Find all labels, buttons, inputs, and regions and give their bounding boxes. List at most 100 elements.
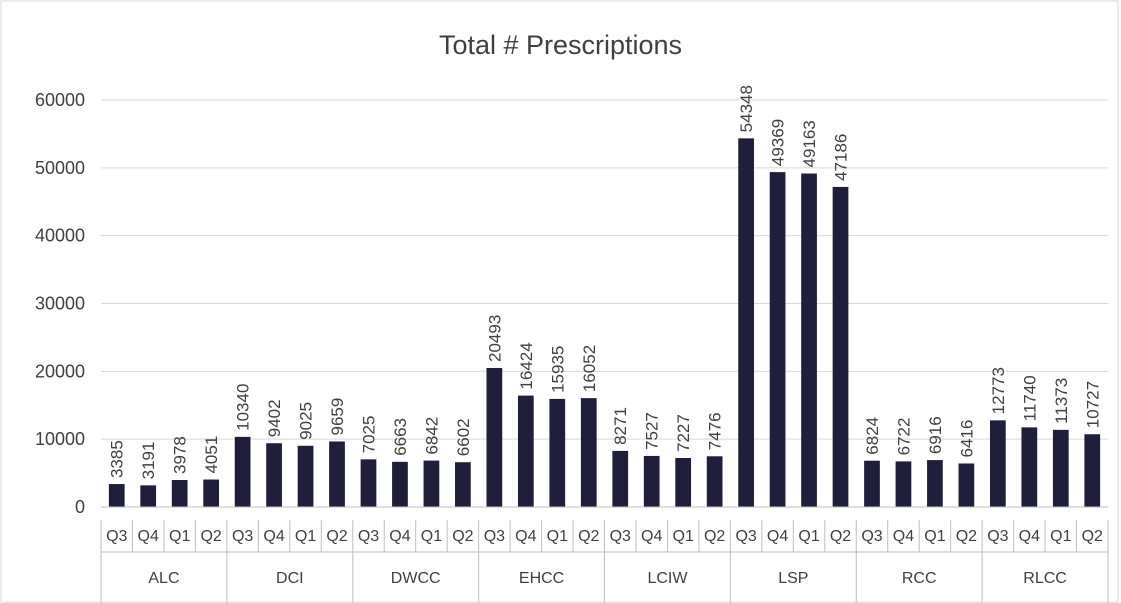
bar: [329, 441, 345, 507]
bar: [360, 459, 377, 507]
y-tick-label: 20000: [35, 361, 85, 381]
data-label: 9402: [265, 399, 284, 437]
bar: [738, 138, 754, 507]
x-group-label: EHCC: [519, 570, 564, 587]
data-label: 16424: [517, 342, 536, 389]
x-group-label: RCC: [902, 570, 937, 587]
data-label: 11373: [1052, 378, 1071, 424]
data-label: 9025: [297, 402, 316, 440]
bar: [234, 436, 251, 507]
data-label: 8271: [611, 407, 630, 445]
bar: [1084, 434, 1101, 507]
data-label: 3978: [171, 436, 190, 474]
x-quarter-label: Q2: [200, 528, 221, 545]
x-quarter-label: Q1: [798, 528, 819, 545]
data-label: 9659: [328, 398, 347, 436]
x-quarter-label: Q2: [326, 528, 347, 545]
x-quarter-label: Q3: [610, 528, 631, 545]
bar: [140, 485, 157, 507]
x-quarter-label: Q1: [924, 528, 945, 545]
bar: [580, 398, 597, 507]
x-quarter-label: Q1: [421, 528, 442, 545]
bar: [643, 455, 660, 507]
x-quarter-label: Q4: [893, 528, 914, 545]
bar: [801, 173, 817, 507]
y-tick-label: 0: [75, 497, 85, 517]
x-quarter-label: Q4: [1019, 528, 1040, 545]
y-tick-label: 40000: [35, 226, 85, 246]
data-label: 54348: [737, 85, 756, 132]
bar: [864, 460, 880, 507]
y-tick-label: 10000: [35, 429, 85, 449]
bar: [392, 461, 408, 507]
gridlines: [101, 99, 1108, 440]
bar: [423, 460, 440, 507]
x-group-label: DCI: [276, 570, 304, 587]
x-quarter-label: Q3: [232, 528, 253, 545]
x-group-label: ALC: [148, 570, 179, 587]
x-quarter-label: Q3: [735, 528, 756, 545]
x-quarter-label: Q4: [515, 528, 536, 545]
y-tick-label: 30000: [35, 294, 85, 314]
x-quarter-label: Q2: [830, 528, 851, 545]
x-quarter-label: Q2: [1082, 528, 1103, 545]
y-tick-label: 60000: [35, 90, 85, 110]
bar: [675, 457, 692, 507]
data-label: 11740: [1020, 375, 1039, 421]
x-quarter-label: Q4: [138, 528, 159, 545]
data-label: 4051: [202, 436, 221, 474]
bar: [455, 462, 471, 507]
x-quarter-label: Q2: [578, 528, 599, 545]
bar: [895, 461, 912, 507]
bar: [517, 395, 534, 507]
bar: [108, 484, 125, 507]
x-quarter-label: Q4: [263, 528, 284, 545]
bar: [171, 480, 188, 507]
data-label: 10340: [234, 384, 253, 431]
x-group-label: LCIW: [647, 570, 688, 587]
x-quarter-label: Q3: [358, 528, 379, 545]
bar: [769, 172, 786, 507]
x-group-label: RLCC: [1023, 570, 1067, 587]
x-quarter-label: Q3: [106, 528, 127, 545]
x-quarter-label: Q2: [704, 528, 725, 545]
bar: [203, 479, 220, 507]
x-quarter-label: Q4: [767, 528, 788, 545]
y-tick-label: 50000: [35, 158, 85, 178]
data-label: 12773: [989, 367, 1008, 414]
bar: [958, 463, 975, 507]
x-quarter-label: Q4: [389, 528, 410, 545]
x-quarter-label: Q2: [452, 528, 473, 545]
x-quarter-label: Q3: [987, 528, 1008, 545]
chart-title: Total # Prescriptions: [438, 30, 683, 60]
bar: [832, 186, 849, 507]
data-label: 6916: [926, 416, 945, 454]
x-quarter-label: Q1: [169, 528, 190, 545]
x-quarter-label: Q1: [295, 528, 316, 545]
data-label: 7227: [674, 414, 693, 452]
data-labels: 3385 3191 3978 4051 10340 9402 9025 9659 7025 666…: [108, 85, 1103, 479]
data-label: 6722: [894, 418, 913, 456]
data-label: 7527: [643, 412, 662, 450]
data-label: 49369: [769, 119, 788, 166]
data-label: 16052: [580, 345, 599, 392]
x-group-label: LSP: [778, 570, 808, 587]
data-label: 6824: [863, 417, 882, 455]
data-label: 7476: [706, 412, 725, 450]
data-label: 15935: [548, 346, 567, 393]
bar: [297, 445, 314, 507]
bar: [486, 367, 503, 507]
x-quarter-label: Q1: [1050, 528, 1071, 545]
data-label: 3385: [108, 440, 127, 478]
bar: [612, 450, 629, 507]
data-label: 20493: [485, 315, 504, 362]
data-label: 3191: [139, 442, 158, 480]
data-label: 6602: [454, 418, 473, 456]
y-axis: 0 10000 20000 30000 40000 50000 60000: [35, 90, 85, 517]
bar: [1021, 427, 1038, 507]
x-axis: Q3 Q4 Q1 Q2 ALC Q3 Q4 Q1 Q2 DCI Q3 Q4 Q1 Q2 DWCC Q3 Q4 Q1…: [100, 506, 1109, 603]
data-label: 7025: [359, 416, 378, 454]
